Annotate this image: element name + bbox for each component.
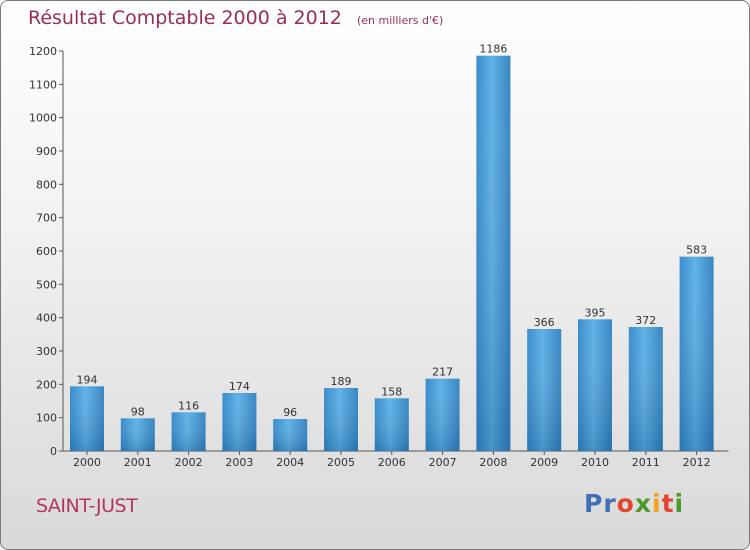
data-label: 217 xyxy=(432,366,453,379)
data-label: 98 xyxy=(131,405,145,418)
y-tick-label: 200 xyxy=(36,378,57,391)
x-tick-label: 2012 xyxy=(683,456,711,469)
y-tick-label: 500 xyxy=(36,278,57,291)
x-tick-label: 2006 xyxy=(378,456,406,469)
proxiti-logo: Proxiti xyxy=(584,489,685,518)
data-label: 116 xyxy=(178,399,199,412)
bar-shade xyxy=(273,419,308,451)
y-tick-label: 1000 xyxy=(29,112,57,125)
chart-bars xyxy=(70,55,714,452)
chart-data-labels: 194 98 116 174 96 189 158 217 1186 366 395 372 583 xyxy=(77,43,708,419)
chart-subtitle: (en milliers d'€) xyxy=(356,14,444,27)
data-label: 194 xyxy=(77,373,98,386)
x-tick-label: 2011 xyxy=(632,456,660,469)
chart-title: Résultat Comptable 2000 à 2012 xyxy=(28,7,342,29)
data-label: 395 xyxy=(585,306,606,319)
data-label: 583 xyxy=(686,244,707,257)
bar-shade xyxy=(476,55,511,452)
y-tick-label: 0 xyxy=(50,445,57,458)
x-tick-label: 2005 xyxy=(327,456,355,469)
data-label: 96 xyxy=(283,406,297,419)
x-tick-label: 2004 xyxy=(276,456,304,469)
data-label: 1186 xyxy=(479,43,507,56)
bar-shade xyxy=(527,329,562,451)
x-tick-label: 2007 xyxy=(429,456,457,469)
bar-shade xyxy=(425,378,460,451)
data-label: 366 xyxy=(534,316,555,329)
bar-shade xyxy=(120,418,155,451)
bar-shade xyxy=(70,386,104,451)
x-tick-label: 2010 xyxy=(581,456,609,469)
x-tick-label: 2001 xyxy=(124,456,152,469)
bar-shade xyxy=(679,256,714,451)
y-tick-label: 1100 xyxy=(29,78,57,91)
data-label: 174 xyxy=(229,380,250,393)
commune-name: SAINT-JUST xyxy=(36,495,138,517)
bar-shade xyxy=(578,319,612,451)
bar-shade xyxy=(324,388,358,451)
y-tick-label: 100 xyxy=(36,412,57,425)
y-tick-label: 800 xyxy=(36,178,57,191)
y-tick-label: 400 xyxy=(36,312,57,325)
y-tick-label: 700 xyxy=(36,212,57,225)
data-label: 158 xyxy=(381,385,402,398)
y-tick-label: 300 xyxy=(36,345,57,358)
bar-shade xyxy=(171,412,206,451)
x-tick-label: 2003 xyxy=(225,456,253,469)
bar-shade xyxy=(628,327,663,451)
y-tick-label: 600 xyxy=(36,245,57,258)
x-tick-label: 2002 xyxy=(175,456,203,469)
data-label: 372 xyxy=(635,314,656,327)
x-tick-label: 2008 xyxy=(479,456,507,469)
x-tick-label: 2000 xyxy=(73,456,101,469)
y-tick-label: 900 xyxy=(36,145,57,158)
chart-title-block: Résultat Comptable 2000 à 2012 (en milli… xyxy=(28,7,443,29)
bar-shade xyxy=(222,393,257,451)
data-label: 189 xyxy=(331,375,352,388)
x-tick-label: 2009 xyxy=(530,456,558,469)
y-tick-label: 1200 xyxy=(29,45,57,58)
bar-shade xyxy=(374,398,409,451)
